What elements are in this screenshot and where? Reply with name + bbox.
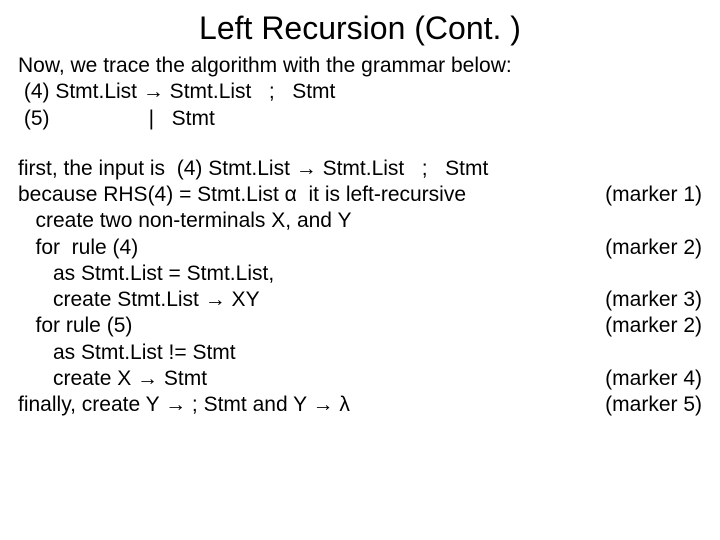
trace-text: finally, create Y → ; Stmt and Y → λ bbox=[18, 392, 350, 418]
trace-text: because RHS(4) = Stmt.List α it is left-… bbox=[18, 182, 466, 208]
page-title: Left Recursion (Cont. ) bbox=[18, 10, 702, 47]
trace-marker: (marker 5) bbox=[605, 392, 702, 418]
trace-line-10: finally, create Y → ; Stmt and Y → λ (ma… bbox=[18, 392, 702, 418]
trace-line-8: as Stmt.List != Stmt bbox=[18, 340, 702, 366]
trace-text: create Stmt.List → XY bbox=[18, 287, 260, 313]
trace-line-2: because RHS(4) = Stmt.List α it is left-… bbox=[18, 182, 702, 208]
trace-line-5: as Stmt.List = Stmt.List, bbox=[18, 261, 702, 287]
trace-marker: (marker 3) bbox=[605, 287, 702, 313]
trace-text: create X → Stmt bbox=[18, 366, 207, 392]
trace-text: as Stmt.List = Stmt.List, bbox=[18, 261, 274, 287]
trace-line-3: create two non-terminals X, and Y bbox=[18, 208, 702, 234]
trace-marker: (marker 4) bbox=[605, 366, 702, 392]
intro-line-2: (4) Stmt.List → Stmt.List ; Stmt bbox=[18, 79, 702, 105]
trace-line-1: first, the input is (4) Stmt.List → Stmt… bbox=[18, 156, 702, 182]
trace-marker: (marker 2) bbox=[599, 313, 702, 339]
trace-block: first, the input is (4) Stmt.List → Stmt… bbox=[18, 156, 702, 419]
trace-text: for rule (5) bbox=[18, 313, 132, 339]
trace-line-6: create Stmt.List → XY (marker 3) bbox=[18, 287, 702, 313]
trace-line-4: for rule (4) (marker 2) bbox=[18, 235, 702, 261]
intro-line-3: (5) | Stmt bbox=[18, 106, 702, 132]
trace-text: first, the input is (4) Stmt.List → Stmt… bbox=[18, 156, 488, 182]
intro-line-1: Now, we trace the algorithm with the gra… bbox=[18, 53, 702, 79]
trace-text: create two non-terminals X, and Y bbox=[18, 208, 351, 234]
trace-line-7: for rule (5) (marker 2) bbox=[18, 313, 702, 339]
trace-marker: (marker 2) bbox=[599, 235, 702, 261]
intro-block: Now, we trace the algorithm with the gra… bbox=[18, 53, 702, 132]
trace-text: as Stmt.List != Stmt bbox=[18, 340, 236, 366]
trace-line-9: create X → Stmt (marker 4) bbox=[18, 366, 702, 392]
trace-marker: (marker 1) bbox=[588, 182, 702, 208]
trace-text: for rule (4) bbox=[18, 235, 138, 261]
